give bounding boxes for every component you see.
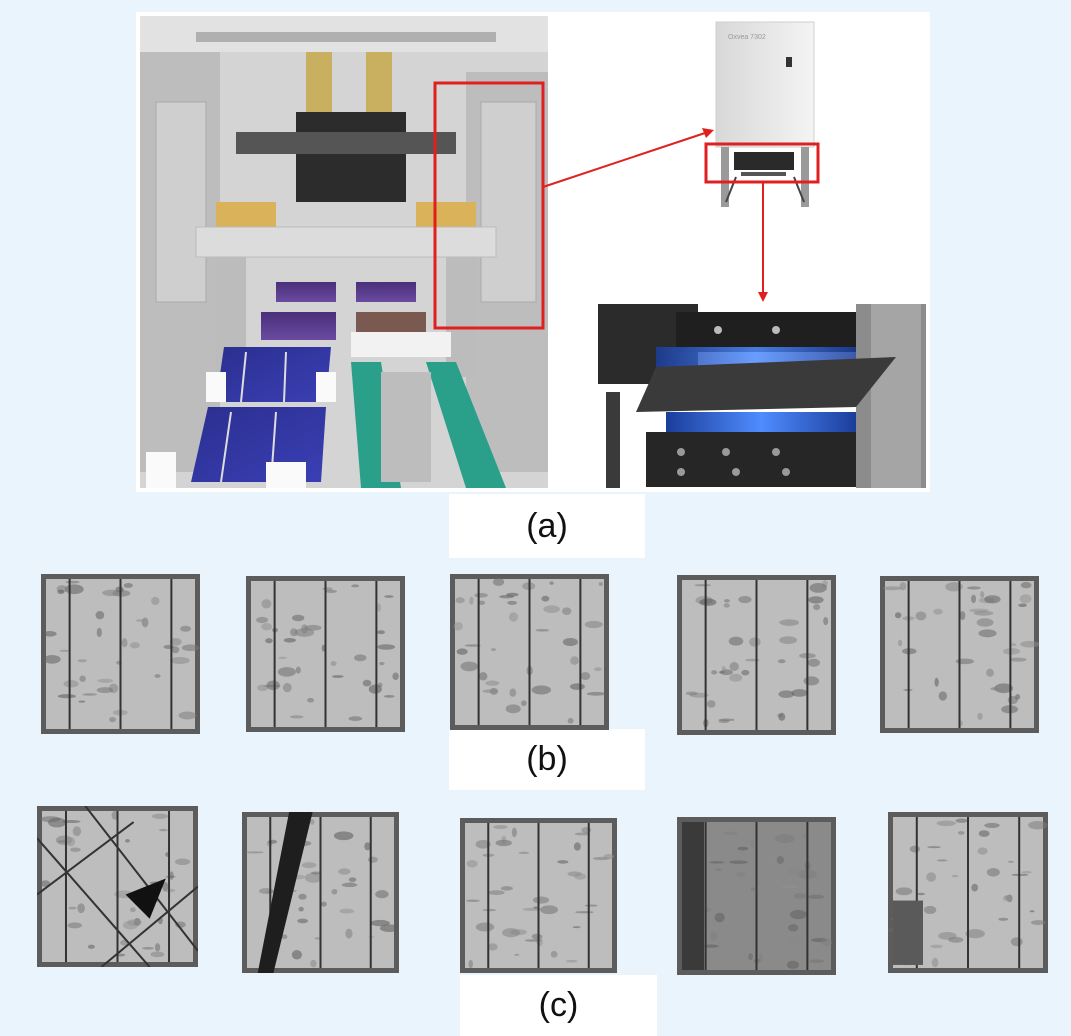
equipment-illustration: Oxvea 7302 <box>140 16 926 488</box>
figure-panel-a: Oxvea 7302 <box>136 12 930 492</box>
production-line-photo <box>140 16 548 488</box>
caption-c: (c) <box>460 975 657 1036</box>
normal-cell-el-image <box>450 574 609 730</box>
inspection-device-illustration: Oxvea 7302 <box>704 21 820 207</box>
inspection-chamber-detail <box>598 304 926 488</box>
normal-cell-el-image <box>880 576 1039 733</box>
normal-cell-el-image <box>677 575 836 735</box>
normal-cell-el-image <box>246 576 405 732</box>
device-label: Oxvea 7302 <box>728 34 766 41</box>
defective-cell-el-image <box>888 812 1048 973</box>
defective-cell-el-image <box>37 806 198 967</box>
caption-b: (b) <box>449 729 645 790</box>
defective-cell-el-image <box>677 817 836 975</box>
caption-a: (a) <box>449 494 645 558</box>
normal-cell-el-image <box>41 574 200 734</box>
defective-cell-el-image <box>460 818 617 973</box>
defective-cell-el-image <box>242 812 399 973</box>
